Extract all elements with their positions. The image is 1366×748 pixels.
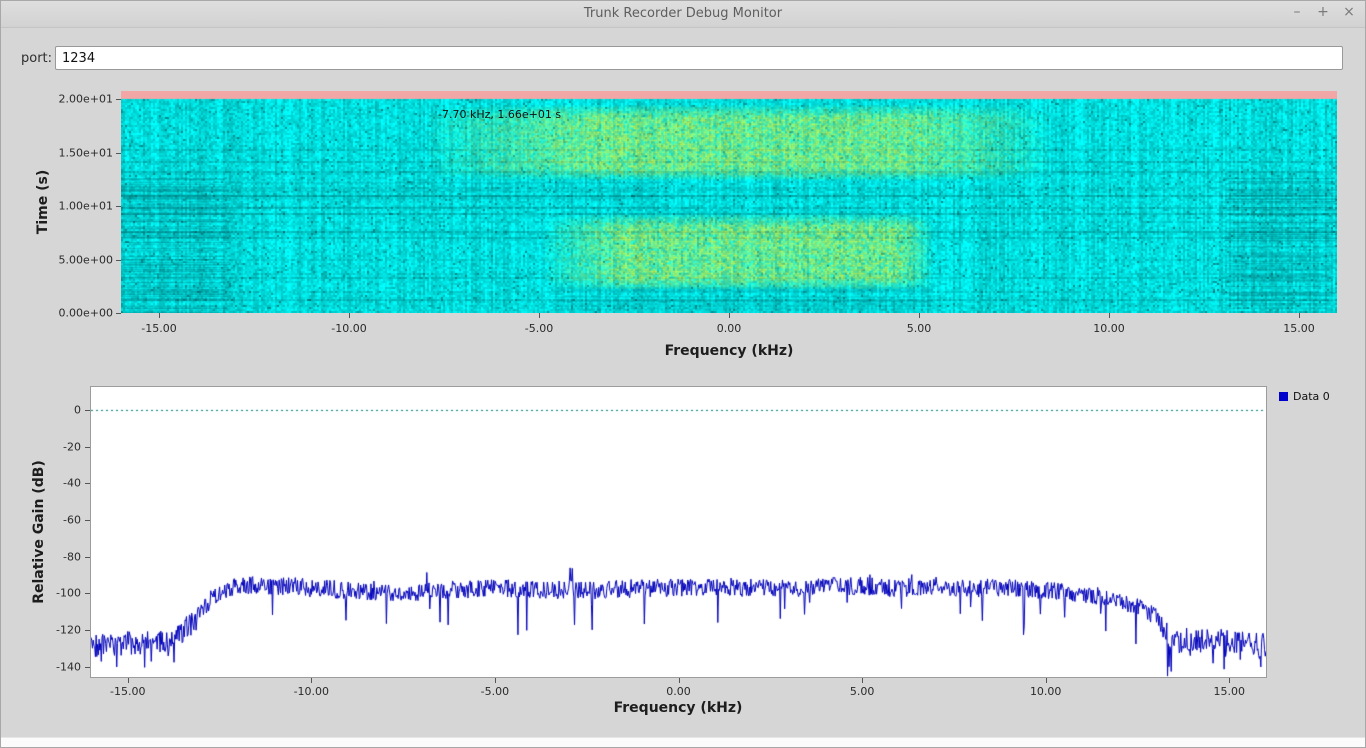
port-input[interactable] [55,46,1343,70]
x-tick-mark [1229,678,1231,683]
minimize-button[interactable]: – [1293,4,1301,20]
x-tick-label: -15.00 [109,685,146,698]
y-tick-mark [85,409,90,411]
x-tick-label: 15.00 [1213,685,1246,698]
maximize-button[interactable]: + [1317,4,1329,20]
x-tick-label: 5.00 [849,685,875,698]
x-tick-mark [311,678,313,683]
x-tick-label: 0.00 [666,685,691,698]
x-tick-mark [678,678,680,683]
y-tick-mark [85,520,90,522]
y-tick-mark [116,259,121,261]
titlebar: Trunk Recorder Debug Monitor – + × [1,1,1365,28]
x-tick-label: -15.00 [141,322,177,335]
gain-y-axis-label: Relative Gain (dB) [31,460,47,604]
spectrogram-x-axis-label: Frequency (kHz) [664,343,794,359]
y-tick-label: -120 [56,623,81,637]
cursor-readout: -7.70 kHz, 1.66e+01 s [438,108,562,121]
x-tick-mark [1045,678,1047,683]
legend-swatch-data0 [1279,392,1288,401]
x-tick-mark [919,313,920,318]
spectrogram-canvas[interactable] [121,91,1337,313]
x-tick-label: -5.00 [524,322,554,335]
y-tick-label: 5.00e+00 [58,253,113,266]
y-tick-label: -140 [56,660,81,674]
y-tick-mark [85,593,90,595]
x-tick-mark [494,678,496,683]
x-tick-mark [349,313,350,318]
gain-x-axis-label: Frequency (kHz) [613,700,743,716]
x-tick-mark [1109,313,1110,318]
x-tick-label: 10.00 [1029,685,1062,698]
y-tick-mark [116,152,121,154]
y-tick-label: 2.00e+01 [58,92,113,106]
x-tick-label: -5.00 [480,685,510,698]
y-tick-label: 1.50e+01 [58,146,113,159]
x-tick-mark [729,313,730,318]
x-tick-mark [127,678,129,683]
close-button[interactable]: × [1343,4,1355,20]
y-tick-label: 0.00e+00 [58,306,113,320]
spectrogram-y-axis-label: Time (s) [35,169,51,235]
x-tick-label: 5.00 [906,322,932,335]
y-tick-mark [85,556,90,558]
y-tick-label: -40 [63,476,81,490]
y-tick-mark [116,99,121,100]
x-tick-label: 0.00 [716,322,742,335]
x-tick-label: -10.00 [293,685,330,698]
port-label: port: [21,51,53,66]
x-tick-label: -10.00 [331,322,367,335]
y-tick-mark [85,666,90,668]
y-tick-label: 1.00e+01 [58,199,113,213]
x-tick-mark [862,678,864,683]
y-tick-label: 0 [74,403,81,417]
window-controls: – + × [1289,4,1357,20]
y-tick-label: -80 [63,550,81,564]
gain-plot-canvas[interactable] [90,386,1267,678]
y-tick-mark [116,206,121,207]
x-tick-label: 10.00 [1093,322,1125,335]
x-tick-mark [539,313,540,318]
y-tick-mark [85,483,90,485]
x-tick-label: 15.00 [1283,322,1315,335]
y-tick-mark [85,630,90,632]
bottom-strip [1,737,1365,747]
window-title: Trunk Recorder Debug Monitor [583,6,783,21]
y-tick-mark [116,313,121,314]
y-tick-label: -20 [63,440,81,454]
legend: Data 0 [1279,390,1330,403]
y-tick-label: -60 [63,513,81,527]
legend-label: Data 0 [1293,390,1330,403]
x-tick-mark [159,313,160,318]
y-tick-label: -100 [56,586,81,600]
x-tick-mark [1299,313,1300,318]
y-tick-mark [85,446,90,448]
